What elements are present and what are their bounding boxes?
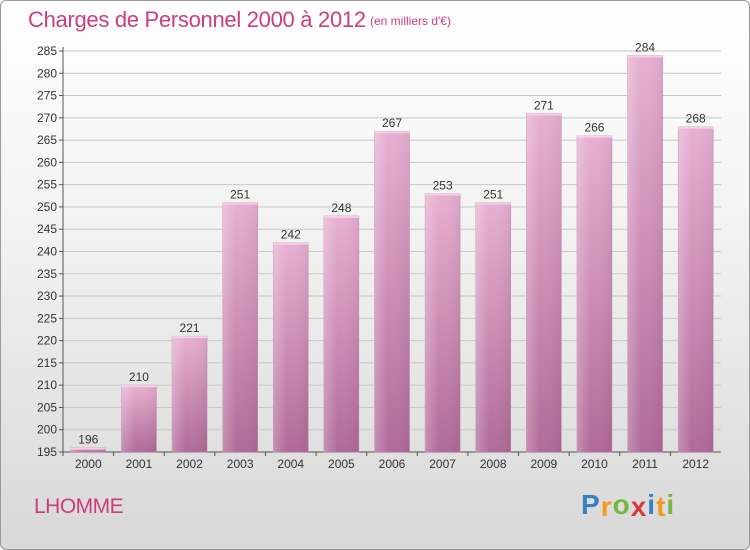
y-tick-label: 250 bbox=[37, 200, 57, 214]
x-tick-label: 2006 bbox=[379, 457, 406, 471]
data-label: 267 bbox=[382, 116, 402, 130]
bar-sheen bbox=[374, 131, 410, 452]
bar-sheen bbox=[172, 336, 208, 452]
y-tick-label: 280 bbox=[37, 66, 57, 80]
y-tick-label: 210 bbox=[37, 378, 57, 392]
bar-sheen bbox=[121, 385, 157, 452]
bar-top-highlight bbox=[475, 202, 511, 205]
y-tick-label: 225 bbox=[37, 311, 57, 325]
y-tick-label: 240 bbox=[37, 245, 57, 259]
data-label: 271 bbox=[534, 98, 554, 112]
logo-letter: P bbox=[581, 489, 601, 520]
x-tick-label: 2010 bbox=[581, 457, 608, 471]
data-label: 251 bbox=[483, 187, 503, 201]
y-tick-label: 230 bbox=[37, 289, 57, 303]
y-tick-label: 195 bbox=[37, 445, 57, 459]
chart-unit-label: (en milliers d'€) bbox=[370, 14, 451, 28]
x-tick-label: 2011 bbox=[632, 457, 658, 471]
x-tick-label: 2007 bbox=[429, 457, 456, 471]
bar-top-highlight bbox=[678, 126, 714, 129]
bar-sheen bbox=[273, 242, 309, 452]
y-tick-label: 255 bbox=[37, 178, 57, 192]
y-tick-label: 205 bbox=[37, 400, 57, 414]
bar-sheen bbox=[475, 202, 511, 452]
bar-sheen bbox=[323, 215, 359, 452]
bar-top-highlight bbox=[425, 193, 461, 196]
bar-top-highlight bbox=[273, 242, 309, 245]
data-label: 196 bbox=[78, 433, 98, 447]
logo-letter: i bbox=[666, 489, 676, 520]
bar-sheen bbox=[425, 193, 461, 453]
logo-letter: r bbox=[600, 491, 613, 522]
bar-top-highlight bbox=[222, 202, 258, 205]
logo-letter: i bbox=[647, 489, 657, 520]
bar-top-highlight bbox=[374, 131, 410, 134]
y-tick-label: 245 bbox=[37, 222, 57, 236]
data-label: 266 bbox=[584, 121, 604, 135]
proxiti-logo: Proxiti bbox=[581, 489, 676, 522]
x-tick-label: 2012 bbox=[682, 457, 709, 471]
data-label: 253 bbox=[433, 179, 453, 193]
logo-letter: o bbox=[612, 489, 631, 520]
y-tick-label: 265 bbox=[37, 133, 57, 147]
bar-top-highlight bbox=[121, 385, 157, 388]
data-label: 284 bbox=[635, 40, 655, 54]
logo-letter: t bbox=[656, 491, 667, 522]
data-labels: 196 210 221 251 242 248 267 253 251 271 266 284 268 bbox=[78, 40, 706, 446]
bar-top-highlight bbox=[323, 215, 359, 218]
data-label: 242 bbox=[281, 228, 301, 242]
bar-top-highlight bbox=[70, 447, 106, 450]
data-label: 251 bbox=[230, 187, 250, 201]
bar-chart: 195 200 205 210 215 220 225 230 235 240 245 250 255 2… bbox=[37, 40, 721, 471]
x-tick-label: 2008 bbox=[480, 457, 507, 471]
y-tick-label: 275 bbox=[37, 89, 57, 103]
x-tick-label: 2004 bbox=[277, 457, 304, 471]
chart-title: Charges de Personnel 2000 à 2012 bbox=[28, 7, 366, 32]
commune-name: LHOMME bbox=[34, 495, 124, 518]
bar-top-highlight bbox=[627, 55, 663, 58]
data-label: 268 bbox=[686, 112, 706, 126]
logo-letter: x bbox=[630, 491, 648, 522]
data-label: 210 bbox=[129, 370, 149, 384]
data-label: 248 bbox=[331, 201, 351, 215]
x-tick-label: 2005 bbox=[328, 457, 355, 471]
bar-top-highlight bbox=[172, 336, 208, 339]
bars bbox=[70, 55, 714, 453]
x-tick-label: 2003 bbox=[227, 457, 254, 471]
y-tick-label: 220 bbox=[37, 334, 57, 348]
data-label: 221 bbox=[180, 321, 200, 335]
bar-top-highlight bbox=[576, 135, 612, 138]
y-tick-label: 270 bbox=[37, 111, 57, 125]
x-tick-labels: 2000 2001 2002 2003 2004 2005 2006 2007 2008 2009… bbox=[62, 452, 709, 471]
y-tick-label: 285 bbox=[37, 44, 57, 58]
x-tick-label: 2009 bbox=[530, 457, 557, 471]
y-tick-label: 215 bbox=[37, 356, 57, 370]
bar-sheen bbox=[70, 447, 106, 452]
x-tick-label: 2002 bbox=[176, 457, 203, 471]
y-tick-label: 260 bbox=[37, 155, 57, 169]
bar-top-highlight bbox=[526, 113, 562, 116]
bar-sheen bbox=[222, 202, 258, 452]
y-tick-label: 200 bbox=[37, 423, 57, 437]
bar-sheen bbox=[526, 113, 562, 452]
x-tick-label: 2000 bbox=[75, 457, 102, 471]
bar-sheen bbox=[576, 135, 612, 452]
y-tick-labels: 195 200 205 210 215 220 225 230 235 240 245 250 255 2… bbox=[37, 44, 57, 459]
y-tick-label: 235 bbox=[37, 267, 57, 281]
x-tick-label: 2001 bbox=[126, 457, 153, 471]
bar-sheen bbox=[627, 55, 663, 452]
bar-sheen bbox=[678, 126, 714, 452]
